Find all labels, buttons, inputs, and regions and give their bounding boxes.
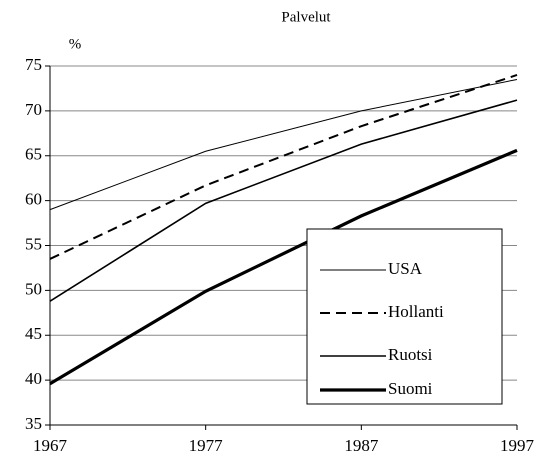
series-line — [49, 99, 518, 302]
y-tick-label: 70 — [25, 100, 42, 119]
x-tick-label: 1997 — [500, 436, 535, 455]
legend-box — [306, 228, 503, 405]
x-tick-label: 1967 — [33, 436, 68, 455]
series-line — [49, 78, 518, 211]
legend-label: Ruotsi — [388, 345, 433, 364]
series-line — [49, 74, 518, 260]
chart-title: Palvelut — [281, 9, 331, 25]
legend-label: Suomi — [388, 379, 433, 398]
y-tick-label: 40 — [25, 369, 42, 388]
series-line — [49, 148, 518, 386]
x-tick-label: 1977 — [189, 436, 224, 455]
y-axis-label: % — [69, 36, 82, 52]
legend-label: USA — [388, 259, 423, 278]
y-tick-label: 60 — [25, 190, 42, 209]
x-tick-label: 1987 — [344, 436, 379, 455]
y-tick-label: 75 — [25, 55, 42, 74]
y-tick-label: 50 — [25, 279, 42, 298]
y-tick-label: 55 — [25, 234, 42, 253]
y-tick-label: 65 — [25, 145, 42, 164]
y-tick-label: 35 — [25, 414, 42, 433]
legend-label: Hollanti — [388, 302, 444, 321]
y-tick-label: 45 — [25, 324, 42, 343]
